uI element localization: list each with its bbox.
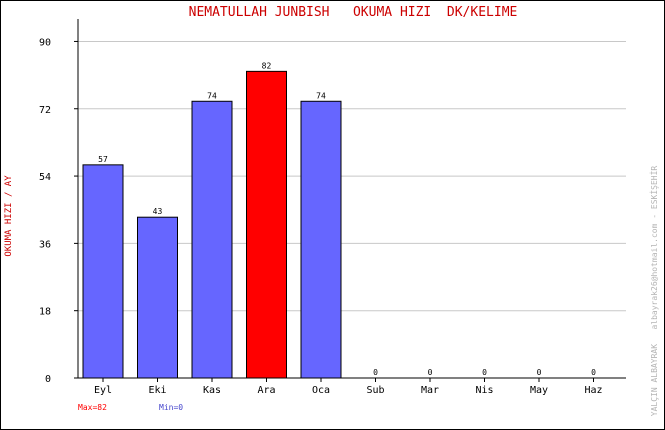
bar bbox=[82, 164, 124, 379]
x-tick-label: Eyl bbox=[94, 385, 112, 396]
data-label: 57 bbox=[98, 155, 108, 164]
plot-area: 0 18 36 54 72 90 57 Eyl 43 Eki 74 Kas 82 Ara 74 Oca 0 Sub… bbox=[39, 19, 626, 396]
max-label: Max=82 bbox=[78, 403, 107, 412]
x-tick-label: Mar bbox=[421, 385, 439, 396]
data-label: 74 bbox=[207, 91, 217, 100]
data-label: 43 bbox=[153, 207, 163, 216]
watermark: YALÇIN ALBAYRAK albayrak26@hotmail.com -… bbox=[649, 166, 659, 417]
x-tick-label: Ara bbox=[257, 385, 275, 396]
x-tick-label: Eki bbox=[148, 385, 166, 396]
y-tick-label: 54 bbox=[39, 172, 51, 183]
y-tick-label: 90 bbox=[39, 37, 51, 48]
chart-title: NEMATULLAH JUNBISH OKUMA HIZI DK/KELIME bbox=[189, 5, 518, 20]
bar bbox=[246, 70, 287, 379]
data-label: 0 bbox=[537, 368, 542, 377]
x-tick-label: May bbox=[530, 385, 548, 396]
x-tick-label: Oca bbox=[312, 385, 330, 396]
x-tick-label: Sub bbox=[366, 385, 384, 396]
data-label: 0 bbox=[428, 368, 433, 377]
x-tick-label: Kas bbox=[203, 385, 221, 396]
y-tick-label: 0 bbox=[45, 374, 51, 385]
bar bbox=[300, 100, 342, 379]
bar bbox=[191, 100, 233, 379]
data-label: 82 bbox=[262, 61, 272, 70]
bar bbox=[137, 216, 178, 379]
x-tick-label: Haz bbox=[584, 385, 602, 396]
data-label: 0 bbox=[482, 368, 487, 377]
x-tick-label: Nis bbox=[475, 385, 493, 396]
y-tick-label: 18 bbox=[39, 307, 51, 318]
data-label: 0 bbox=[373, 368, 378, 377]
data-label: 0 bbox=[591, 368, 596, 377]
y-axis-label: OKUMA HIZI / AY bbox=[4, 175, 14, 257]
data-label: 74 bbox=[316, 91, 326, 100]
y-tick-label: 36 bbox=[39, 239, 51, 250]
y-tick-label: 72 bbox=[39, 105, 51, 116]
min-label: Min=0 bbox=[159, 403, 183, 412]
